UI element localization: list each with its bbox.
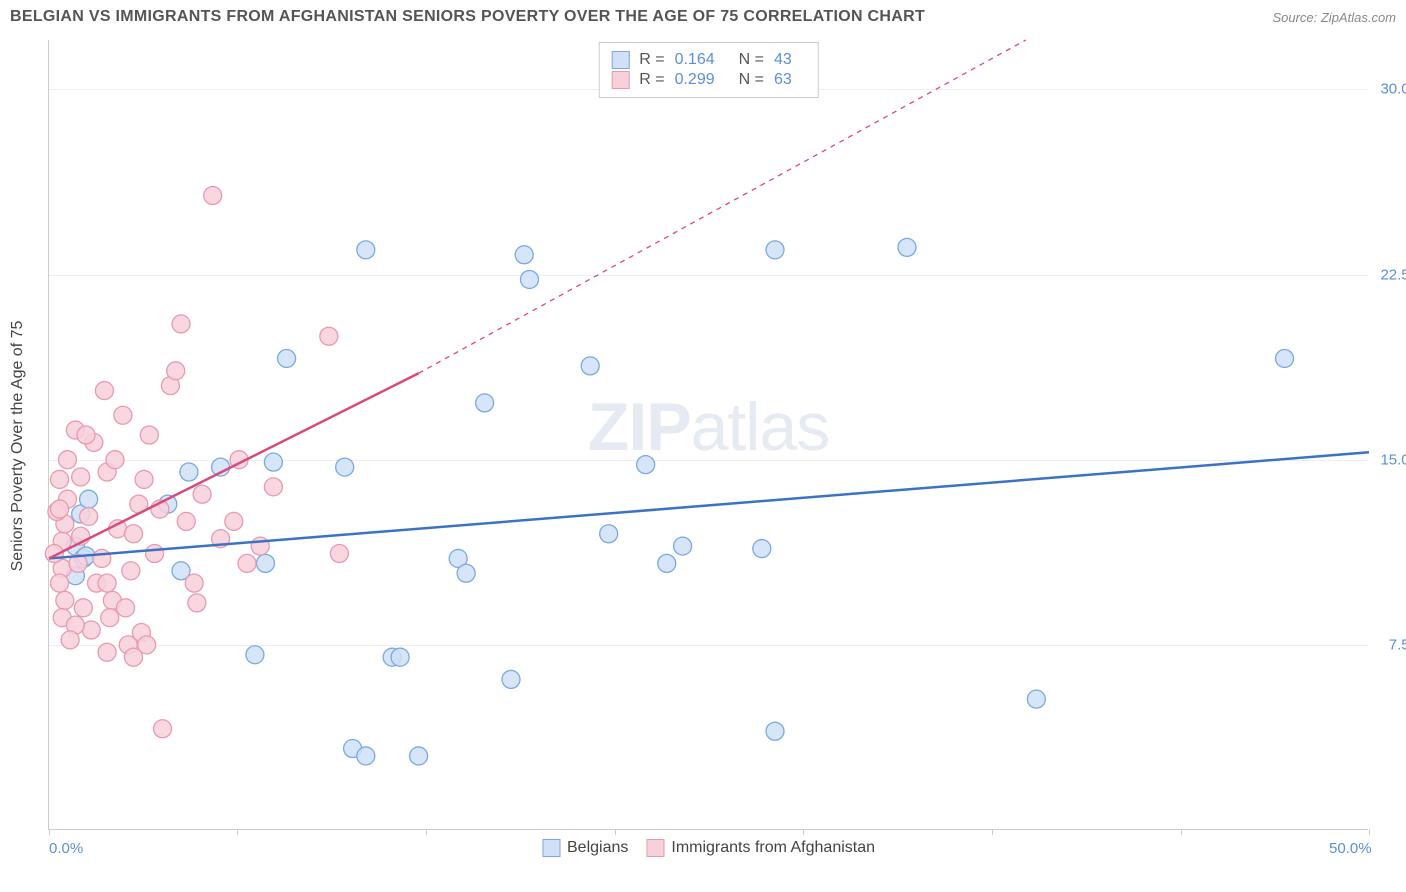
r-value-1: 0.164 <box>675 51 715 69</box>
data-point <box>80 490 98 508</box>
data-point <box>225 512 243 530</box>
chart-container: BELGIAN VS IMMIGRANTS FROM AFGHANISTAN S… <box>0 0 1406 892</box>
data-point <box>106 451 124 469</box>
swatch-series1 <box>611 51 629 69</box>
data-point <box>117 599 135 617</box>
data-point <box>51 470 69 488</box>
chart-plot-area: ZIPatlas R = 0.164 N = 43 R = 0.299 N = … <box>48 40 1368 830</box>
legend-swatch-series1 <box>542 839 560 857</box>
data-point <box>391 648 409 666</box>
data-point <box>320 327 338 345</box>
data-point <box>637 456 655 474</box>
data-point <box>898 238 916 256</box>
data-point <box>658 554 676 572</box>
n-value-1: 43 <box>774 51 792 69</box>
n-value-2: 63 <box>774 71 792 89</box>
data-point <box>515 246 533 264</box>
data-point <box>98 643 116 661</box>
data-point <box>185 574 203 592</box>
r-label-1: R = <box>639 51 664 69</box>
stats-row-series2: R = 0.299 N = 63 <box>611 71 806 89</box>
x-tick-label: 0.0% <box>49 840 83 857</box>
legend-item-series2: Immigrants from Afghanistan <box>646 839 875 857</box>
data-point <box>72 468 90 486</box>
y-tick-label: 15.0% <box>1373 451 1406 468</box>
data-point <box>357 747 375 765</box>
chart-source: Source: ZipAtlas.com <box>1272 10 1396 25</box>
legend-swatch-series2 <box>646 839 664 857</box>
data-point <box>264 453 282 471</box>
data-point <box>581 357 599 375</box>
data-point <box>74 599 92 617</box>
data-point <box>204 187 222 205</box>
data-point <box>246 646 264 664</box>
data-point <box>80 507 98 525</box>
data-point <box>58 451 76 469</box>
legend-label-series2: Immigrants from Afghanistan <box>671 839 875 857</box>
data-point <box>238 554 256 572</box>
n-label-2: N = <box>739 71 764 89</box>
data-point <box>56 591 74 609</box>
data-point <box>135 470 153 488</box>
data-point <box>766 722 784 740</box>
legend-label-series1: Belgians <box>567 839 628 857</box>
n-label-1: N = <box>739 51 764 69</box>
swatch-series2 <box>611 71 629 89</box>
data-point <box>180 463 198 481</box>
y-axis-title: Seniors Poverty Over the Age of 75 <box>9 321 27 572</box>
data-point <box>1027 690 1045 708</box>
data-point <box>457 564 475 582</box>
data-point <box>51 574 69 592</box>
data-point <box>357 241 375 259</box>
data-point <box>766 241 784 259</box>
data-point <box>138 636 156 654</box>
data-point <box>476 394 494 412</box>
data-point <box>264 478 282 496</box>
scatter-svg <box>49 40 1369 830</box>
data-point <box>188 594 206 612</box>
r-label-2: R = <box>639 71 664 89</box>
data-point <box>95 382 113 400</box>
data-point <box>98 574 116 592</box>
data-point <box>278 349 296 367</box>
data-point <box>146 545 164 563</box>
data-point <box>330 545 348 563</box>
data-point <box>77 426 95 444</box>
data-point <box>502 670 520 688</box>
data-point <box>674 537 692 555</box>
legend-item-series1: Belgians <box>542 839 628 857</box>
data-point <box>753 540 771 558</box>
data-point <box>193 485 211 503</box>
r-value-2: 0.299 <box>675 71 715 89</box>
data-point <box>114 406 132 424</box>
data-point <box>124 525 142 543</box>
data-point <box>167 362 185 380</box>
data-point <box>101 609 119 627</box>
correlation-stats-box: R = 0.164 N = 43 R = 0.299 N = 63 <box>598 42 819 98</box>
data-point <box>140 426 158 444</box>
data-point <box>600 525 618 543</box>
stats-row-series1: R = 0.164 N = 43 <box>611 51 806 69</box>
data-point <box>336 458 354 476</box>
data-point <box>93 549 111 567</box>
title-bar: BELGIAN VS IMMIGRANTS FROM AFGHANISTAN S… <box>10 8 1396 26</box>
x-tick-label: 50.0% <box>1329 840 1372 857</box>
data-point <box>154 720 172 738</box>
data-point <box>256 554 274 572</box>
trend-line <box>49 452 1369 558</box>
data-point <box>122 562 140 580</box>
x-tick <box>1369 829 1370 835</box>
chart-title: BELGIAN VS IMMIGRANTS FROM AFGHANISTAN S… <box>10 8 925 26</box>
data-point <box>1276 349 1294 367</box>
y-tick-label: 30.0% <box>1373 81 1406 98</box>
data-point <box>177 512 195 530</box>
data-point <box>410 747 428 765</box>
y-tick-label: 22.5% <box>1373 266 1406 283</box>
data-point <box>51 500 69 518</box>
y-tick-label: 7.5% <box>1373 636 1406 653</box>
data-point <box>520 270 538 288</box>
data-point <box>172 315 190 333</box>
bottom-legend: Belgians Immigrants from Afghanistan <box>542 839 875 857</box>
data-point <box>61 631 79 649</box>
